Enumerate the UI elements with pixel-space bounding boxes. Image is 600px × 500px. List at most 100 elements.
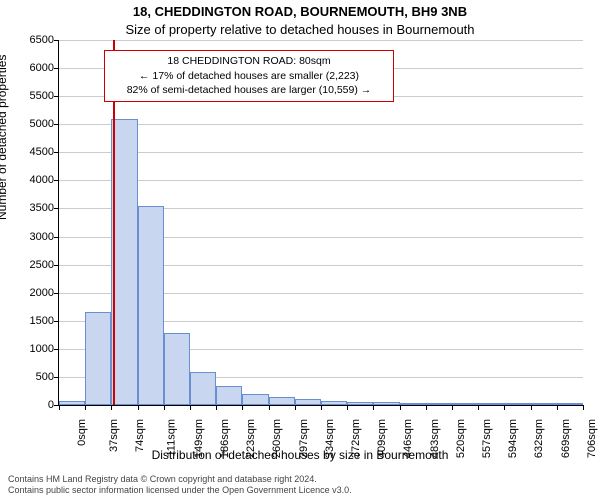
ytick-label: 3500 <box>14 202 54 214</box>
xtick-mark <box>295 405 296 410</box>
xtick-label: 149sqm <box>193 419 205 458</box>
xtick-label: 0sqm <box>76 419 88 446</box>
info-box-line: ← 17% of detached houses are smaller (2,… <box>111 69 387 84</box>
xtick-label: 37sqm <box>108 419 120 452</box>
histogram-bar <box>164 333 190 405</box>
xtick-label: 223sqm <box>245 419 257 458</box>
info-box-line: 82% of semi-detached houses are larger (… <box>111 83 387 98</box>
xtick-mark <box>269 405 270 410</box>
xtick-label: 372sqm <box>350 419 362 458</box>
xtick-label: 483sqm <box>429 419 441 458</box>
xtick-mark <box>164 405 165 410</box>
chart-subtitle: Size of property relative to detached ho… <box>0 22 600 37</box>
ytick-label: 500 <box>14 371 54 383</box>
ytick-mark <box>54 321 59 322</box>
grid-line <box>59 40 583 41</box>
xtick-label: 669sqm <box>560 419 572 458</box>
histogram-bar <box>242 394 268 405</box>
xtick-mark <box>557 405 558 410</box>
xtick-mark <box>347 405 348 410</box>
credit-line-1: Contains HM Land Registry data © Crown c… <box>8 474 352 485</box>
histogram-bar <box>347 402 373 405</box>
ytick-label: 6500 <box>14 34 54 46</box>
grid-line <box>59 152 583 153</box>
xtick-label: 74sqm <box>134 419 146 452</box>
histogram-bar <box>400 403 426 405</box>
ytick-mark <box>54 96 59 97</box>
xtick-mark <box>85 405 86 410</box>
ytick-label: 2000 <box>14 287 54 299</box>
ytick-label: 5500 <box>14 90 54 102</box>
histogram-bar <box>504 403 530 405</box>
ytick-label: 6000 <box>14 62 54 74</box>
xtick-mark <box>216 405 217 410</box>
histogram-bar <box>269 397 295 405</box>
ytick-mark <box>54 377 59 378</box>
ytick-mark <box>54 180 59 181</box>
histogram-bar <box>216 386 242 405</box>
histogram-bar <box>138 206 164 405</box>
ytick-mark <box>54 68 59 69</box>
xtick-label: 557sqm <box>481 419 493 458</box>
xtick-label: 632sqm <box>534 419 546 458</box>
xtick-label: 111sqm <box>165 419 177 457</box>
histogram-bar <box>295 399 321 405</box>
xtick-mark <box>400 405 401 410</box>
xtick-mark <box>583 405 584 410</box>
chart-plot-area: 18 CHEDDINGTON ROAD: 80sqm← 17% of detac… <box>58 40 583 406</box>
ytick-mark <box>54 152 59 153</box>
ytick-mark <box>54 293 59 294</box>
ytick-label: 4500 <box>14 146 54 158</box>
ytick-label: 0 <box>14 399 54 411</box>
ytick-mark <box>54 349 59 350</box>
xtick-mark <box>190 405 191 410</box>
xtick-mark <box>531 405 532 410</box>
grid-line <box>59 124 583 125</box>
xtick-mark <box>426 405 427 410</box>
xtick-mark <box>452 405 453 410</box>
credit-text: Contains HM Land Registry data © Crown c… <box>8 474 352 496</box>
ytick-label: 1000 <box>14 343 54 355</box>
ytick-label: 1500 <box>14 315 54 327</box>
xtick-mark <box>242 405 243 410</box>
ytick-mark <box>54 124 59 125</box>
xtick-label: 706sqm <box>586 419 598 458</box>
chart-title-address: 18, CHEDDINGTON ROAD, BOURNEMOUTH, BH9 3… <box>0 4 600 19</box>
histogram-bar <box>85 312 111 405</box>
histogram-bar <box>531 403 557 405</box>
xtick-mark <box>138 405 139 410</box>
histogram-bar <box>190 372 216 405</box>
histogram-bar <box>452 403 478 405</box>
ytick-label: 3000 <box>14 231 54 243</box>
xtick-label: 409sqm <box>376 419 388 458</box>
xtick-mark <box>373 405 374 410</box>
xtick-mark <box>321 405 322 410</box>
xtick-label: 334sqm <box>324 419 336 458</box>
xtick-mark <box>59 405 60 410</box>
ytick-label: 2500 <box>14 259 54 271</box>
histogram-bar <box>111 119 137 405</box>
ytick-mark <box>54 265 59 266</box>
xtick-mark <box>504 405 505 410</box>
ytick-label: 5000 <box>14 118 54 130</box>
ytick-mark <box>54 237 59 238</box>
histogram-bar <box>373 402 399 405</box>
y-axis-label: Number of detached properties <box>0 55 9 220</box>
xtick-mark <box>478 405 479 410</box>
histogram-bar <box>321 401 347 405</box>
histogram-bar <box>59 401 85 405</box>
xtick-label: 260sqm <box>272 419 284 458</box>
histogram-bar <box>478 403 504 405</box>
xtick-label: 594sqm <box>507 419 519 458</box>
info-box-line: 18 CHEDDINGTON ROAD: 80sqm <box>111 54 387 69</box>
info-box: 18 CHEDDINGTON ROAD: 80sqm← 17% of detac… <box>104 50 394 102</box>
xtick-label: 446sqm <box>403 419 415 458</box>
xtick-label: 520sqm <box>455 419 467 458</box>
ytick-label: 4000 <box>14 174 54 186</box>
xtick-label: 186sqm <box>219 419 231 458</box>
histogram-bar <box>557 403 583 405</box>
histogram-bar <box>426 403 452 405</box>
ytick-mark <box>54 208 59 209</box>
credit-line-2: Contains public sector information licen… <box>8 485 352 496</box>
grid-line <box>59 180 583 181</box>
